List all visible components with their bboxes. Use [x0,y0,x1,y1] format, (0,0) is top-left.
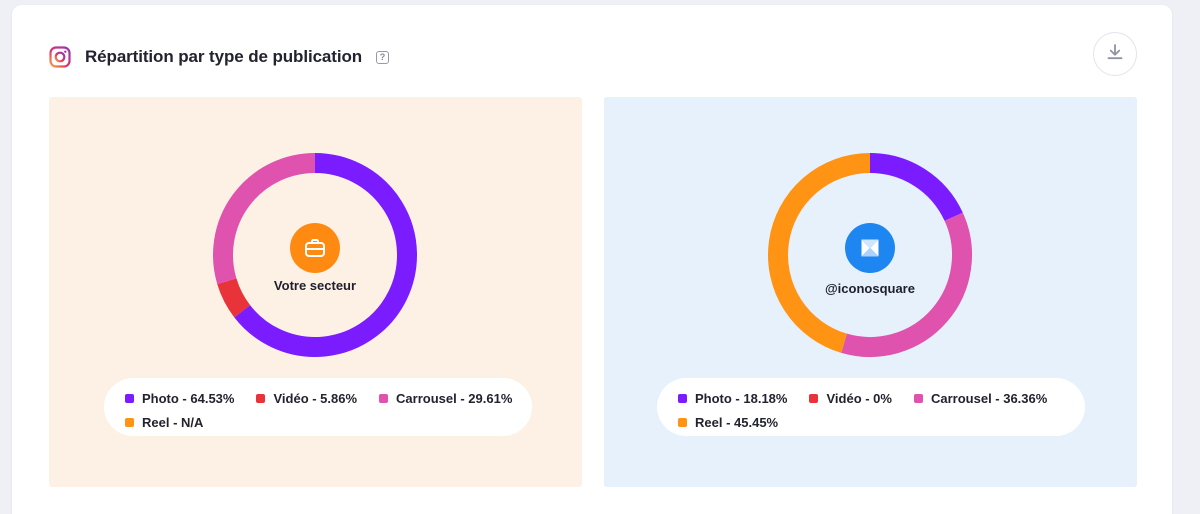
sector-center-label: Votre secteur [273,278,357,293]
legend-swatch-video [809,393,819,403]
legend-label: Carrousel - 29.61% [396,390,513,406]
legend-item-video[interactable]: Vidéo - 0% [809,391,892,406]
legend-swatch-carrousel [913,393,923,403]
legend-item-video[interactable]: Vidéo - 5.86% [256,391,357,406]
briefcase-icon [290,223,340,273]
legend-swatch-photo [678,393,687,403]
legend-label: Vidéo - 0% [826,390,892,406]
legend-item-photo[interactable]: Photo - 64.53% [125,391,234,406]
account-center-label: @iconosquare [825,281,915,296]
legend-label: Carrousel - 36.36% [930,390,1048,406]
legend-swatch-reel [678,417,687,427]
download-icon [1105,42,1125,67]
account-legend: Photo - 18.18% Vidéo - 0% Carrousel - 36… [657,378,1085,436]
legend-item-carrousel[interactable]: Carrousel - 36.36% [913,390,1048,406]
legend-swatch-reel [125,417,134,427]
sector-legend: Photo - 64.53% Vidéo - 5.86% Carrousel -… [104,378,532,436]
donut-slice-photo[interactable] [234,153,417,357]
legend-label: Reel - N/A [142,414,204,430]
instagram-icon [49,46,71,68]
help-icon[interactable]: ? [376,50,390,64]
donut-slice-carrousel[interactable] [841,212,972,357]
legend-item-carrousel[interactable]: Carrousel - 29.61% [379,391,512,406]
donut-slice-video[interactable] [217,278,251,318]
legend-label: Reel - 45.45% [695,414,779,430]
legend-swatch-photo [125,393,134,403]
legend-swatch-video [256,393,266,403]
card-title: Répartition par type de publication [85,47,363,66]
legend-label: Photo - 64.53% [142,390,235,406]
account-panel: @iconosquare Photo - 18.18% Vidéo - 0% C… [604,97,1137,487]
card-header: Répartition par type de publication ? [49,41,390,73]
sector-panel: Votre secteur Photo - 64.53% Vidéo - 5.8… [49,97,582,487]
legend-item-reel[interactable]: Reel - 45.45% [678,415,778,430]
donut-slice-carrousel[interactable] [213,153,316,285]
donut-slice-reel[interactable] [768,153,871,353]
post-type-breakdown-card: Répartition par type de publication ? Vo… [12,5,1172,514]
donut-slice-photo[interactable] [869,153,963,222]
legend-item-reel[interactable]: Reel - N/A [125,415,203,430]
legend-label: Vidéo - 5.86% [273,390,358,406]
sector-donut-chart [213,153,417,357]
legend-swatch-carrousel [379,393,389,403]
account-donut-chart [768,153,972,357]
legend-item-photo[interactable]: Photo - 18.18% [678,391,787,406]
legend-label: Photo - 18.18% [695,390,788,406]
download-button[interactable] [1093,32,1137,76]
iconosquare-logo-icon [845,223,895,273]
